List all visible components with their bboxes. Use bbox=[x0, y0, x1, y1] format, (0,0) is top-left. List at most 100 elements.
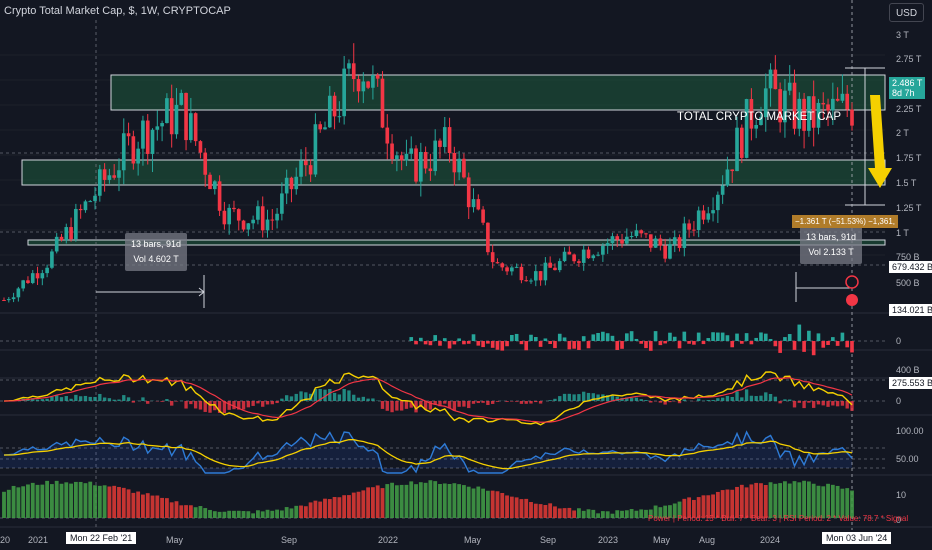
candle-body bbox=[471, 199, 476, 208]
power-histogram-bar bbox=[668, 505, 672, 518]
candle-body bbox=[466, 177, 471, 208]
bar-countdown: 8d 7h bbox=[892, 88, 915, 98]
chart-annotation-text[interactable]: TOTAL CRYPTO MARKET CAP bbox=[677, 111, 842, 123]
power-histogram-bar bbox=[543, 504, 548, 518]
volume-bar bbox=[730, 341, 735, 348]
price-label: 1.75 T bbox=[896, 153, 922, 163]
currency-button[interactable]: USD bbox=[889, 3, 924, 22]
volume-bar bbox=[481, 341, 485, 348]
power-histogram-bar bbox=[735, 486, 739, 518]
macd-histogram-bar bbox=[476, 401, 480, 404]
candle-body bbox=[538, 271, 543, 281]
power-histogram-bar bbox=[778, 483, 783, 518]
macd-histogram-bar bbox=[45, 398, 49, 401]
macd-histogram-bar bbox=[491, 401, 495, 404]
volume-bar bbox=[557, 333, 562, 341]
power-histogram-bar bbox=[21, 486, 26, 518]
power-histogram-bar bbox=[672, 503, 677, 518]
candle-body bbox=[284, 177, 289, 194]
macd-histogram-bar bbox=[649, 401, 653, 403]
macd-histogram-bar bbox=[553, 398, 557, 401]
macd-histogram-bar bbox=[217, 401, 222, 413]
candle-body bbox=[462, 158, 466, 178]
power-histogram-bar bbox=[366, 487, 371, 518]
macd-histogram-bar bbox=[749, 395, 754, 401]
price-label: 1.5 T bbox=[896, 178, 917, 188]
time-label: May bbox=[464, 535, 482, 545]
macd-histogram-bar bbox=[697, 398, 701, 401]
candle-body bbox=[763, 88, 768, 118]
macd-histogram-bar bbox=[577, 394, 581, 401]
candle-body bbox=[241, 220, 246, 230]
power-histogram-bar bbox=[45, 480, 50, 518]
macd-histogram-bar bbox=[811, 401, 816, 408]
candle-body bbox=[93, 195, 97, 202]
power-histogram-bar bbox=[313, 500, 318, 518]
power-histogram-bar bbox=[533, 503, 538, 518]
candle-body bbox=[811, 96, 816, 128]
macd-histogram-bar bbox=[816, 401, 821, 405]
macd-histogram-bar bbox=[50, 396, 54, 401]
candle-body bbox=[141, 120, 145, 149]
candle-body bbox=[816, 102, 821, 128]
macd-histogram-bar bbox=[826, 401, 830, 407]
power-histogram-bar bbox=[500, 492, 505, 518]
power-histogram-bar bbox=[485, 490, 490, 518]
macd-histogram-bar bbox=[93, 396, 97, 401]
power-histogram-bar bbox=[308, 502, 313, 518]
macd-histogram-bar bbox=[69, 398, 73, 401]
power-histogram-bar bbox=[615, 510, 620, 518]
range-info-left[interactable]: 13 bars, 91d Vol 4.602 T bbox=[125, 233, 188, 271]
time-label: 2022 bbox=[378, 535, 399, 545]
volume-bar bbox=[802, 341, 806, 352]
macd-histogram-bar bbox=[677, 401, 682, 404]
candle-body bbox=[11, 297, 16, 300]
macd-histogram-bar bbox=[165, 399, 169, 401]
candle-body bbox=[423, 151, 428, 169]
price-measure-label[interactable]: −1.361 T (−51.53%) −1,361, bbox=[792, 215, 899, 228]
macd-histogram-bar bbox=[237, 401, 241, 410]
power-histogram-bar bbox=[414, 484, 418, 518]
macd-histogram-bar bbox=[658, 401, 663, 403]
volume-bar bbox=[567, 341, 572, 350]
power-histogram-bar bbox=[385, 484, 390, 518]
macd-histogram-bar bbox=[788, 399, 792, 401]
volume-bar bbox=[735, 333, 739, 341]
power-indicator-legend: Power | Period: 15 * Bull: 7 * Bear: 3 |… bbox=[648, 514, 909, 523]
macd-histogram-bar bbox=[754, 396, 758, 401]
price-label: 1.25 T bbox=[896, 203, 922, 213]
power-histogram-bar bbox=[217, 511, 222, 518]
power-histogram-bar bbox=[610, 513, 615, 518]
power-histogram-bar bbox=[476, 486, 481, 518]
candle-body bbox=[260, 206, 265, 231]
range-info-right[interactable]: 13 bars, 91d Vol 2.133 T bbox=[800, 226, 863, 264]
power-histogram-bar bbox=[35, 484, 40, 518]
candle-body bbox=[342, 68, 346, 117]
macd-histogram-bar bbox=[342, 389, 346, 401]
support-resistance-zone bbox=[110, 74, 886, 111]
volume-bar bbox=[423, 341, 428, 345]
macd-histogram-bar bbox=[371, 398, 375, 401]
candle-body bbox=[323, 127, 327, 130]
candle-body bbox=[347, 63, 351, 69]
volume-bar bbox=[668, 332, 672, 341]
time-label: Sep bbox=[540, 535, 557, 545]
candle-body bbox=[69, 227, 73, 240]
macd-histogram-bar bbox=[572, 394, 576, 401]
volume-bar bbox=[572, 341, 576, 349]
macd-histogram-bar bbox=[634, 397, 639, 401]
power-histogram-bar bbox=[562, 508, 567, 518]
bearish-arrow bbox=[868, 95, 892, 188]
power-histogram-bar bbox=[141, 494, 145, 518]
power-histogram-bar bbox=[193, 507, 198, 518]
macd-histogram-bar bbox=[399, 401, 404, 411]
candle-body bbox=[308, 165, 313, 175]
macd-histogram-bar bbox=[64, 396, 68, 401]
candle-body bbox=[361, 81, 366, 92]
candle-body bbox=[620, 239, 624, 244]
power-histogram-bar bbox=[83, 483, 88, 518]
power-histogram-bar bbox=[131, 492, 136, 518]
candle-body bbox=[35, 273, 40, 279]
power-histogram-bar bbox=[342, 495, 347, 518]
